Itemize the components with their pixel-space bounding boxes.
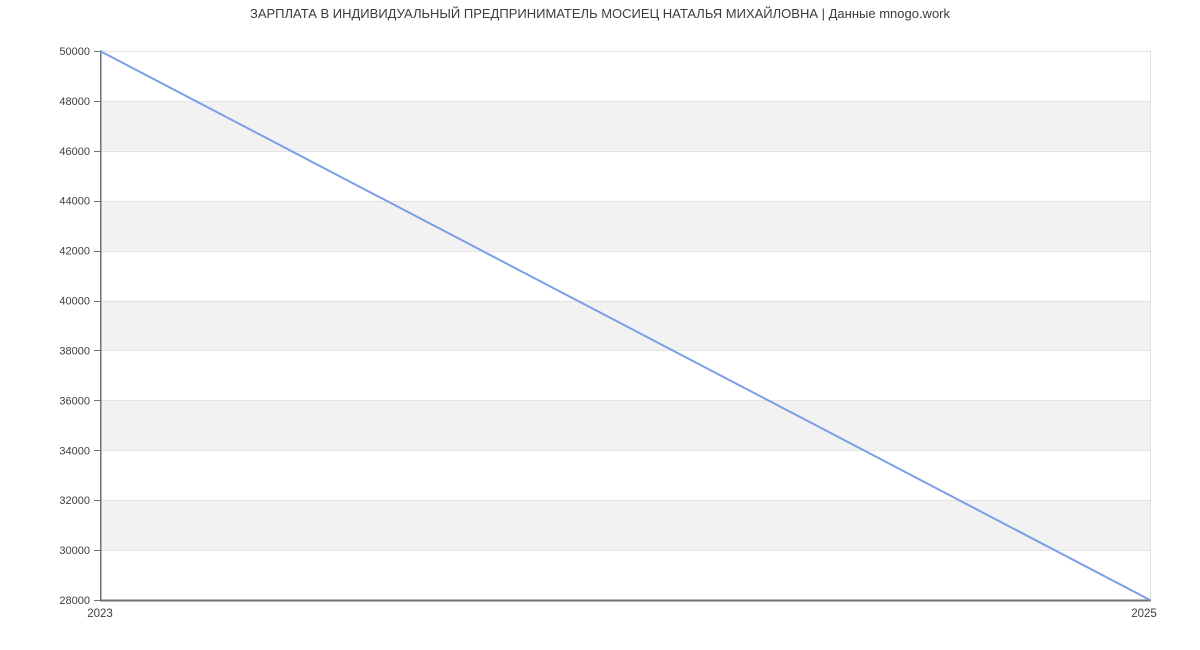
y-tick-label: 28000 [59,595,90,607]
x-tick-label: 2023 [87,608,113,620]
y-tick-label: 34000 [59,445,90,457]
y-tick-marks [94,51,100,601]
band-stripe [100,200,1150,251]
y-tick-label: 36000 [59,395,90,407]
band-stripe [100,500,1150,551]
band-stripe [100,400,1150,451]
x-tick-labels: 2023 2025 [87,608,1157,620]
y-tick-label: 44000 [59,196,90,208]
y-tick-label: 32000 [59,495,90,507]
plot-bands [100,100,1150,551]
y-tick-label: 42000 [59,246,90,258]
y-tick-label: 46000 [59,146,90,158]
x-tick-label: 2025 [1131,608,1157,620]
series-line [99,50,1151,601]
y-tick-label: 38000 [59,345,90,357]
y-tick-labels: 50000 48000 46000 44000 42000 40000 38000 36000… [59,46,90,607]
y-tick-label: 48000 [59,96,90,108]
y-tick-label: 50000 [59,46,90,58]
grid-lines [100,51,1150,551]
chart-title: ЗАРПЛАТА В ИНДИВИДУАЛЬНЫЙ ПРЕДПРИНИМАТЕЛ… [249,6,951,21]
band-stripe [100,100,1150,151]
y-tick-label: 30000 [59,545,90,557]
y-tick-label: 40000 [59,296,90,308]
